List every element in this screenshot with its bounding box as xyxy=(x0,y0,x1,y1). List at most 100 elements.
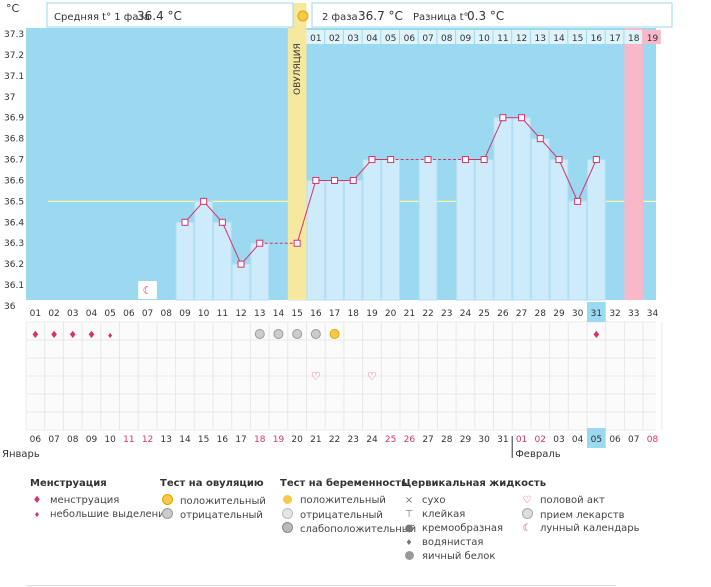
date-label: 07 xyxy=(628,435,639,445)
temperature-bar xyxy=(231,263,251,301)
spotting-drop-icon: ♦ xyxy=(107,332,113,340)
heart-icon: ♡ xyxy=(522,495,532,506)
date-label: 26 xyxy=(404,435,416,445)
dry-icon: × xyxy=(404,495,414,506)
phase1-box xyxy=(46,2,294,28)
y-tick-label: 37.2 xyxy=(4,51,24,61)
menstruation-drop-icon: ♦ xyxy=(87,330,96,341)
menstruation-drop-icon: ♦ xyxy=(592,330,601,341)
cycle-day-label: 14 xyxy=(273,309,285,319)
cycle-day-label: 01 xyxy=(30,309,41,319)
date-label: 12 xyxy=(142,435,153,445)
legend-menstruation: Менструация ♦ менструация ♦ небольшие выде… xyxy=(30,478,171,522)
ovulation-negative-icon xyxy=(292,329,303,339)
phase2-day-cell xyxy=(343,30,362,44)
temperature-bar xyxy=(549,159,569,301)
phase2-day-cell xyxy=(643,30,661,44)
ovulation-band xyxy=(287,3,307,300)
legend-cerv-sticky: ⊤ клейкая xyxy=(402,508,546,522)
phase2-day-cell xyxy=(512,30,530,44)
y-tick-label: 37.1 xyxy=(4,72,24,82)
pink-day-column xyxy=(624,28,644,300)
highlight-day-cell xyxy=(587,302,606,322)
temperature-line xyxy=(296,180,317,244)
cycle-day-label: 29 xyxy=(553,309,565,319)
date-label: 13 xyxy=(161,435,172,445)
cycle-day-label: 05 xyxy=(104,309,115,319)
phase2-day-cell xyxy=(568,30,586,44)
heart-icon: ♡ xyxy=(311,370,321,383)
cycle-day-label: 33 xyxy=(628,309,639,319)
date-label: 10 xyxy=(104,435,116,445)
ovulation-negative-icon xyxy=(310,329,321,339)
phase2-day-number: 15 xyxy=(572,34,583,44)
temperature-point xyxy=(256,239,264,247)
temperature-bar xyxy=(493,117,513,301)
phase2-day-number: 10 xyxy=(478,34,490,44)
cycle-day-label: 30 xyxy=(572,309,584,319)
temperature-point xyxy=(387,156,395,164)
legend-ov-positive: положительный xyxy=(160,494,266,508)
legend-medication: прием лекарств xyxy=(520,508,640,522)
phase2-day-number: 14 xyxy=(553,34,565,44)
legend-intercourse: ♡ половой акт xyxy=(520,494,640,508)
phase2-day-cell xyxy=(381,30,399,44)
date-label: 06 xyxy=(30,435,42,445)
temperature-point xyxy=(368,156,376,164)
date-label: 07 xyxy=(48,435,59,445)
cycle-day-label: 20 xyxy=(385,309,397,319)
date-label: 04 xyxy=(572,435,584,445)
diff-value: 0.3 °C xyxy=(467,9,504,23)
date-label: 23 xyxy=(348,435,359,445)
y-tick-label: 36.1 xyxy=(4,281,24,291)
legend-preg-weak: слабоположительный xyxy=(280,522,416,536)
temperature-bar xyxy=(194,200,214,301)
date-label: 08 xyxy=(67,435,79,445)
temperature-point xyxy=(331,176,339,184)
temperature-bar xyxy=(343,179,363,301)
y-unit-label: °C xyxy=(6,2,20,15)
date-label: 06 xyxy=(609,435,621,445)
temperature-point xyxy=(181,218,189,226)
date-label: 29 xyxy=(460,435,472,445)
date-label: 25 xyxy=(385,435,396,445)
legend-pregnancy-title: Тест на беременность xyxy=(280,478,408,489)
phase2-day-cell xyxy=(306,30,325,44)
cycle-day-label: 18 xyxy=(348,309,360,319)
y-tick-label: 36.4 xyxy=(4,218,24,228)
date-label: 09 xyxy=(86,435,98,445)
temperature-point xyxy=(555,156,563,164)
phase2-day-cell xyxy=(530,30,549,44)
date-label: 18 xyxy=(254,435,266,445)
date-label: 19 xyxy=(273,435,285,445)
temperature-point xyxy=(424,156,432,164)
cycle-day-label: 07 xyxy=(142,309,153,319)
cycle-day-label: 06 xyxy=(123,309,135,319)
cycle-day-label: 08 xyxy=(161,309,173,319)
legend-pregnancy-test: Тест на беременность положительный отриц… xyxy=(280,478,416,536)
footer-divider xyxy=(26,585,616,586)
phase2-day-cell xyxy=(437,30,456,44)
preg-negative-icon xyxy=(280,508,294,523)
legend-cerv-creamy: ● кремообразная xyxy=(402,522,546,536)
temperature-point xyxy=(518,114,526,122)
phase2-day-cell xyxy=(605,30,624,44)
phase2-day-number: 19 xyxy=(647,34,659,44)
diff-label: Разница t° xyxy=(413,12,469,23)
preg-weak-icon xyxy=(280,522,294,537)
temperature-point xyxy=(218,218,226,226)
phase2-day-number: 09 xyxy=(460,34,472,44)
phase2-day-cell xyxy=(624,30,643,44)
menstruation-drop-icon: ♦ xyxy=(50,330,59,341)
phase2-day-number: 03 xyxy=(348,34,359,44)
temperature-bar xyxy=(456,159,475,301)
temperature-chart: ОВУЛЯЦИЯ 37.3 37.2 37.1 37 36.9 36.8 36.7 36.6 3… xyxy=(2,2,673,460)
legend: Менструация ♦ менструация ♦ небольшие выде… xyxy=(30,478,670,574)
phase2-day-number: 18 xyxy=(628,34,640,44)
phase2-day-cell xyxy=(418,30,437,44)
date-label: 11 xyxy=(123,435,134,445)
temperature-bar xyxy=(325,179,344,301)
phase1-label: Средняя t° 1 фаза xyxy=(54,12,150,23)
temperature-line xyxy=(558,159,579,202)
ovulation-negative-icon xyxy=(254,329,265,339)
